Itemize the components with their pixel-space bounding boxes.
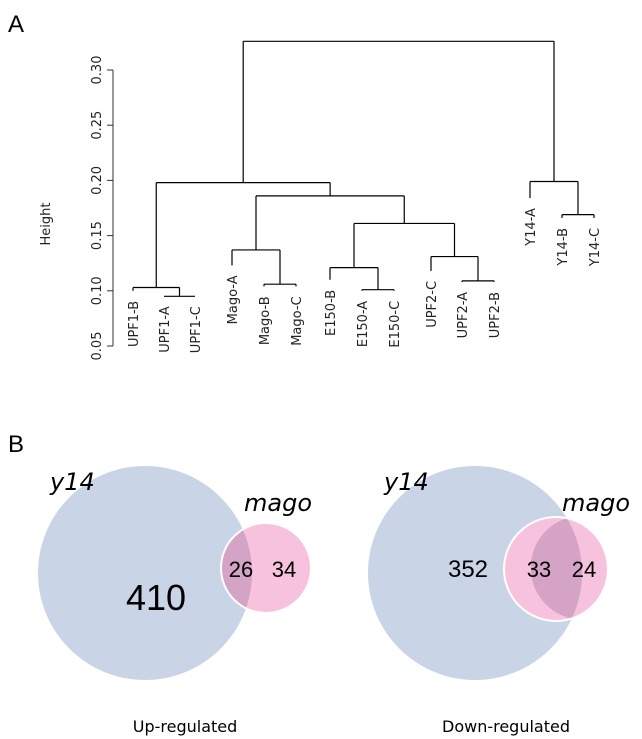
venn-mago-outline-down [503, 516, 609, 622]
y-tick-label: 0.05 [90, 332, 105, 361]
y-tick-label: 0.15 [90, 221, 105, 250]
dendrogram: 0.050.100.150.200.250.30 Height UPF1-B UP… [39, 40, 603, 361]
leaf-labels: UPF1-B UPF1-A UPF1-C Mago-A Mago-B Mago-C E150… [127, 208, 603, 353]
leaf-label: Y14-B [556, 228, 571, 267]
venn-count-y14-only-down: 352 [448, 556, 488, 583]
leaf-label: E150-A [356, 301, 371, 347]
leaf-label: Y14-A [524, 208, 539, 247]
leaf-label: E150-B [324, 290, 339, 336]
venn-set-label-mago-up: mago [244, 489, 312, 517]
leaf-label: UPF1-C [189, 306, 204, 353]
leaf-label: Mago-C [290, 296, 305, 345]
venn-down: y14 mago 352 33 24 Down-regulated [368, 466, 630, 736]
venn-set-label-y14-down: y14 [383, 468, 429, 496]
venn-count-overlap-down: 33 [527, 557, 551, 582]
venn-mago-outline-up [220, 522, 312, 614]
panel-label-a: A [8, 11, 24, 38]
y-tick-label: 0.30 [90, 56, 105, 85]
y-tick-label: 0.25 [90, 111, 105, 140]
venn-caption-up: Up-regulated [133, 717, 238, 736]
leaf-label: UPF1-B [127, 301, 142, 347]
venn-set-label-y14-up: y14 [49, 468, 95, 496]
leaf-label: Y14-C [588, 228, 603, 267]
venn-y14-circle-down [368, 466, 582, 680]
y-axis-label: Height [39, 203, 54, 246]
y-tick-label: 0.10 [90, 276, 105, 305]
venn-y14-circle-up [38, 466, 252, 680]
venn-caption-down: Down-regulated [442, 717, 570, 736]
leaf-label: Mago-B [258, 296, 273, 345]
leaf-label: UPF2-B [488, 292, 503, 338]
venn-set-label-mago-down: mago [562, 489, 630, 517]
venn-count-mago-only-down: 24 [572, 557, 596, 582]
venn-count-y14-only-up: 410 [126, 577, 186, 618]
dendrogram-branches [132, 40, 595, 297]
venn-count-overlap-up: 26 [229, 557, 253, 582]
leaf-label: UPF1-A [158, 306, 173, 353]
venn-overlap-up [220, 529, 252, 609]
y-axis: 0.05 0.10 0.15 0.20 0.25 0.30 [90, 56, 114, 361]
leaf-label: UPF2-A [456, 292, 471, 339]
venn-overlap-down [530, 518, 582, 619]
panel-label-b: B [8, 431, 24, 458]
venn-up: y14 mago 410 26 34 Up-regulated [38, 466, 312, 736]
leaf-label: E150-C [388, 301, 403, 348]
leaf-label: UPF2-C [425, 281, 440, 328]
y-tick-label: 0.20 [90, 166, 105, 195]
venn-count-mago-only-up: 34 [272, 557, 296, 582]
leaf-label: Mago-A [226, 275, 241, 324]
